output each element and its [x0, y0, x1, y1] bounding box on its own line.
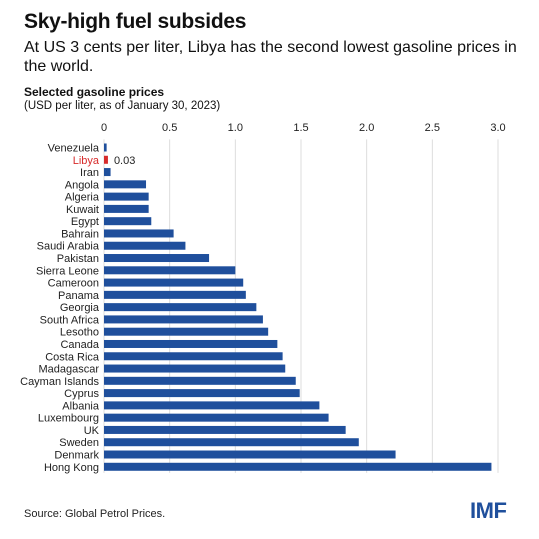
category-label: Libya	[73, 155, 100, 167]
x-tick-label: 2.5	[425, 122, 440, 134]
category-label: Cyprus	[64, 388, 99, 400]
category-label: Sierra Leone	[36, 265, 99, 277]
category-label: Cameroon	[48, 278, 99, 290]
bar-algeria	[104, 192, 149, 201]
category-label: Luxembourg	[38, 413, 99, 425]
bar-pakistan	[104, 254, 210, 263]
bar-kuwait	[104, 204, 149, 213]
imf-logo: IMF	[470, 498, 507, 523]
category-label: Cayman Islands	[20, 376, 99, 388]
category-label: Hong Kong	[44, 462, 99, 474]
category-label: Denmark	[54, 450, 99, 462]
bar-albania	[104, 401, 320, 410]
x-tick-label: 0	[101, 122, 107, 134]
bar-hong-kong	[104, 462, 492, 471]
bar-iran	[104, 168, 111, 177]
category-label: Costa Rica	[45, 351, 100, 363]
x-tick-label: 3.0	[490, 122, 505, 134]
data-label: 0.03	[114, 155, 135, 167]
bar-luxembourg	[104, 413, 329, 422]
bar-costa-rica	[104, 352, 283, 361]
bar-angola	[104, 180, 147, 189]
category-label: Pakistan	[57, 253, 99, 265]
bar-panama	[104, 290, 246, 299]
x-tick-label: 2.0	[359, 122, 374, 134]
category-label: Sweden	[59, 437, 99, 449]
bar-saudi-arabia	[104, 241, 186, 250]
x-tick-label: 0.5	[162, 122, 177, 134]
chart-subtitle: At US 3 cents per liter, Libya has the s…	[24, 39, 517, 75]
category-label: Bahrain	[61, 228, 99, 240]
bar-venezuela	[104, 143, 107, 152]
source-note: Source: Global Petrol Prices.	[24, 508, 166, 520]
bar-bahrain	[104, 229, 174, 238]
bar-lesotho	[104, 327, 269, 336]
bar-cayman-islands	[104, 376, 296, 385]
bar-south-africa	[104, 315, 263, 324]
category-label: Georgia	[60, 302, 100, 314]
category-label: Albania	[62, 400, 100, 412]
bar-cameroon	[104, 278, 244, 287]
category-label: UK	[84, 425, 100, 437]
category-label: Angola	[65, 179, 100, 191]
bar-egypt	[104, 217, 152, 226]
chart-units-note: (USD per liter, as of January 30, 2023)	[24, 100, 221, 112]
category-label: Kuwait	[66, 204, 99, 216]
x-tick-label: 1.0	[228, 122, 243, 134]
bar-georgia	[104, 303, 257, 312]
bar-canada	[104, 339, 278, 348]
bar-madagascar	[104, 364, 286, 373]
bar-sweden	[104, 438, 359, 447]
category-label: Egypt	[71, 216, 99, 228]
category-label: Panama	[58, 290, 100, 302]
category-label: Algeria	[65, 192, 100, 204]
bar-libya	[104, 155, 108, 164]
bar-sierra-leone	[104, 266, 236, 275]
chart-heading: Selected gasoline prices	[24, 85, 165, 99]
category-label: Iran	[80, 167, 99, 179]
bar-uk	[104, 425, 346, 434]
category-label: Saudi Arabia	[37, 241, 100, 253]
bar-cyprus	[104, 389, 300, 398]
bar-denmark	[104, 450, 396, 459]
category-label: Canada	[60, 339, 99, 351]
category-label: Lesotho	[60, 327, 99, 339]
chart-title: Sky-high fuel subsides	[24, 10, 247, 33]
category-label: South Africa	[40, 314, 100, 326]
x-tick-label: 1.5	[293, 122, 308, 134]
category-label: Venezuela	[48, 143, 100, 155]
category-label: Madagascar	[38, 364, 99, 376]
